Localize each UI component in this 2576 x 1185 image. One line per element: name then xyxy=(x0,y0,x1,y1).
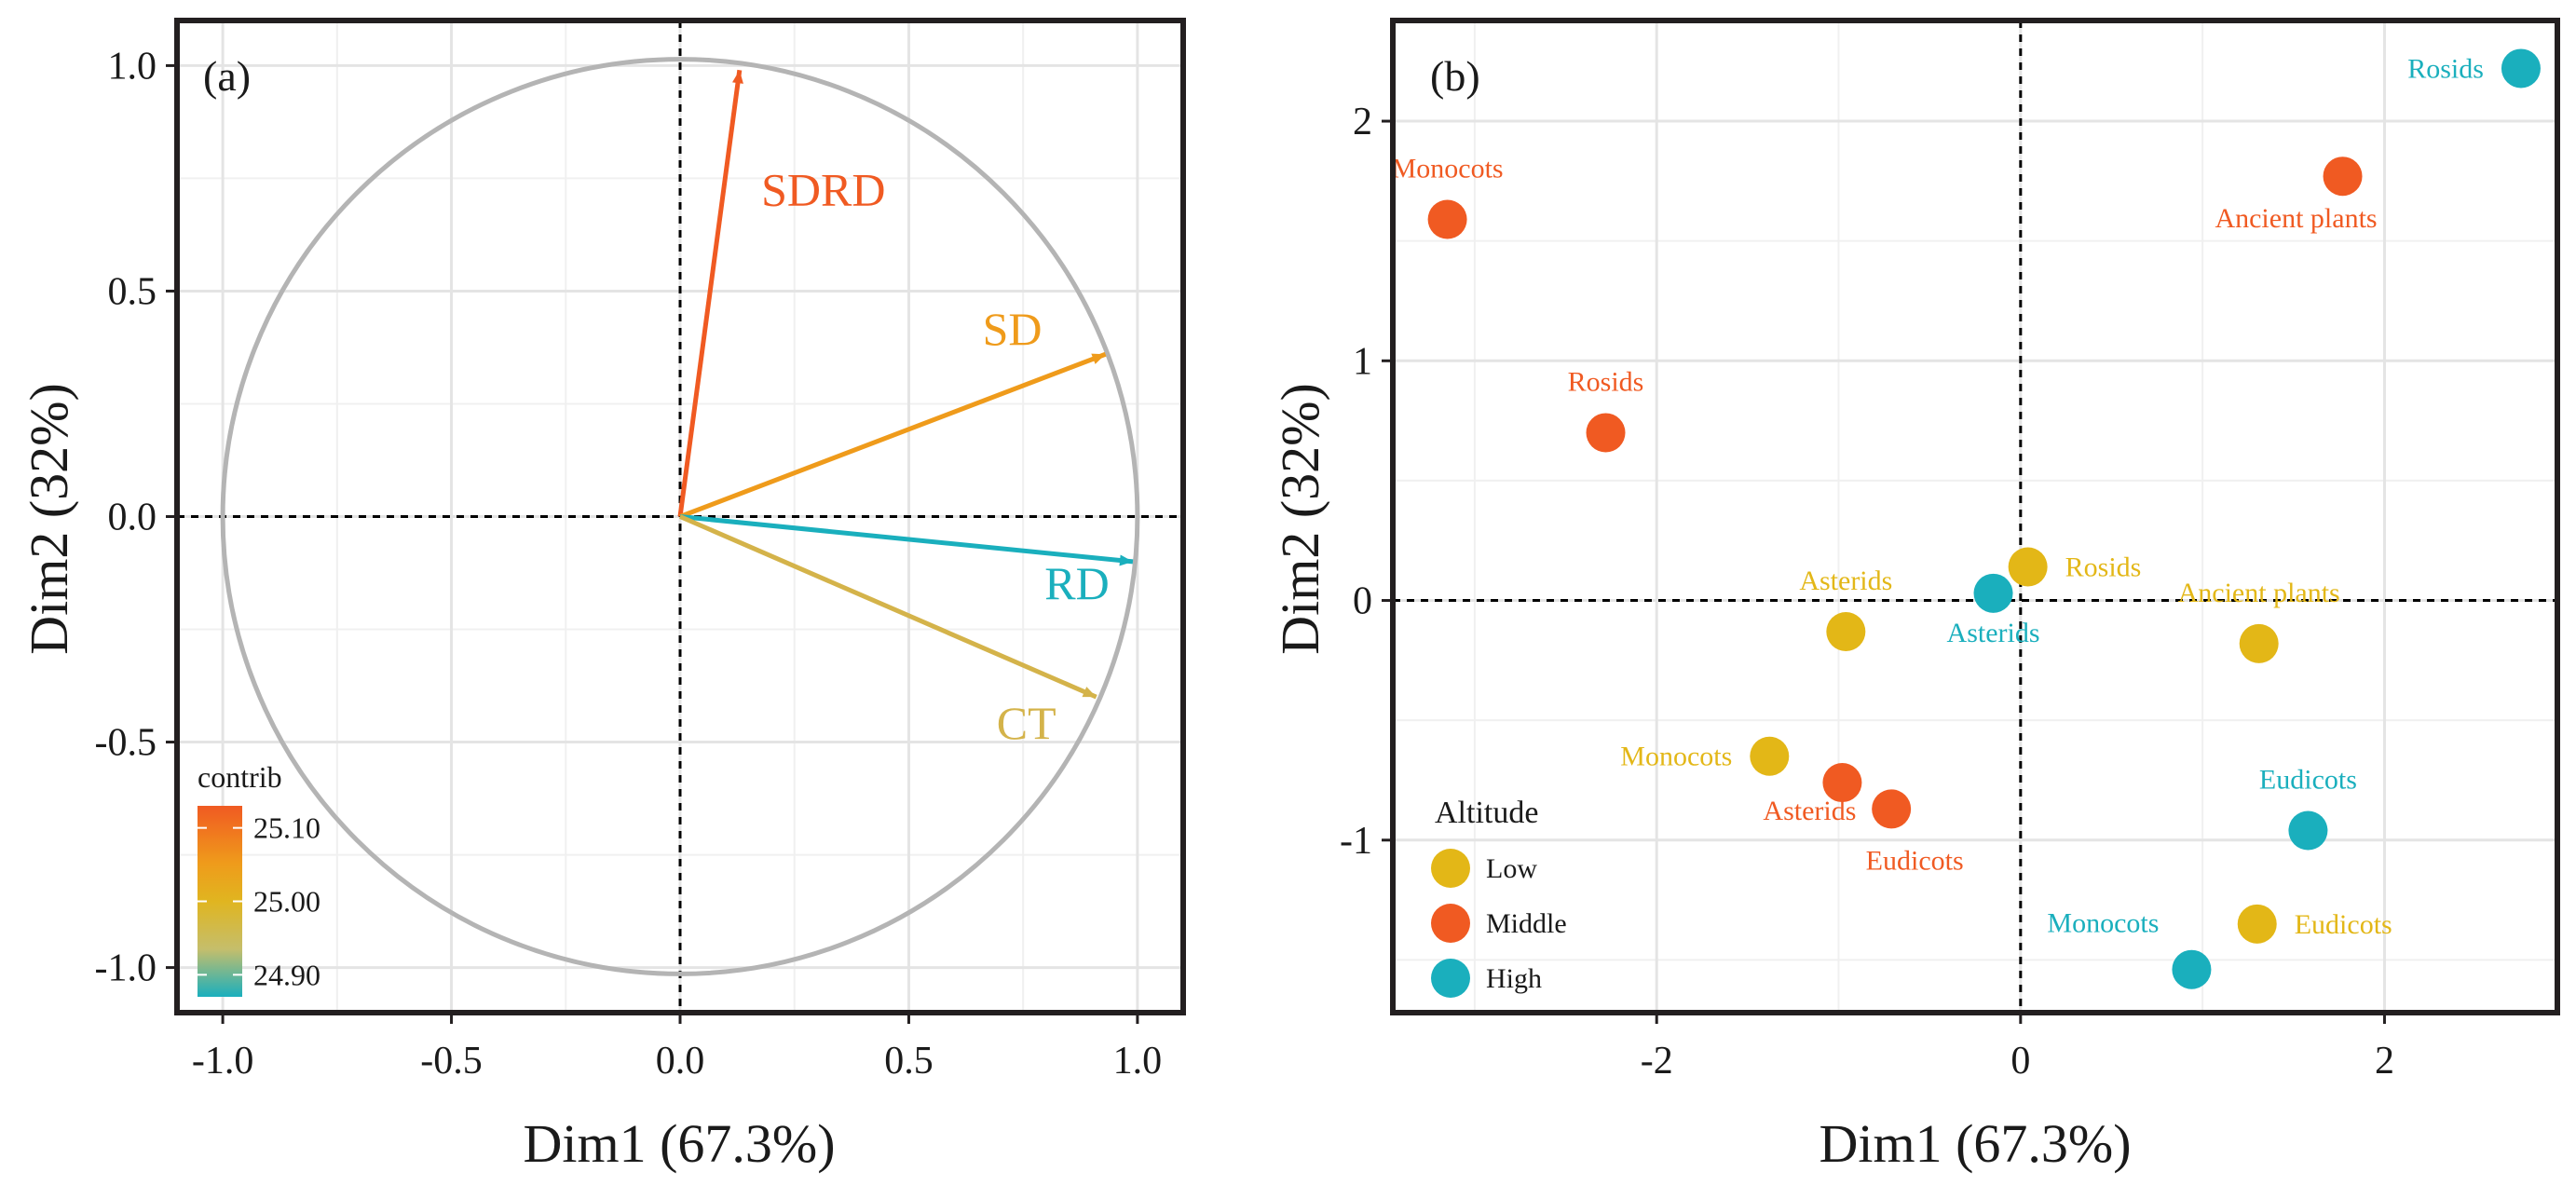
x-tick-label: -2 xyxy=(1641,1040,1673,1083)
vector-label-ct: CT xyxy=(997,697,1056,749)
vector-arrowhead-ct xyxy=(1082,687,1097,698)
panel-a-tag: (a) xyxy=(203,52,251,100)
y-tick-label: 1.0 xyxy=(108,45,157,88)
legend-swatch-high xyxy=(1431,959,1470,998)
point-label: Asterids xyxy=(1947,618,2040,648)
panel-b: Monocots Rosids Asterids Eudicots Ancient pl… xyxy=(1270,18,2560,1174)
y-tick-label: 1 xyxy=(1353,340,1372,383)
sample-points: Monocots Rosids Asterids Eudicots Ancient pl… xyxy=(1392,48,2541,989)
point-label: Ancient plants xyxy=(2215,203,2377,234)
point-label: Rosids xyxy=(2065,552,2142,583)
y-tick-label: -1.0 xyxy=(95,947,157,990)
panel-b-reference-lines xyxy=(1393,20,2557,1013)
x-tick-label: 0 xyxy=(2010,1040,2030,1083)
point-low-monocots xyxy=(1750,736,1790,776)
altitude-legend: Altitude Low Middle High xyxy=(1431,796,1567,998)
y-tick-label: 0.0 xyxy=(108,497,157,539)
point-low-rosids xyxy=(2008,547,2048,587)
panel-a-ylabel: Dim2 (32%) xyxy=(19,383,79,655)
point-label: Eudicots xyxy=(2259,764,2357,795)
point-low-ancient-plants xyxy=(2239,623,2279,663)
legend-label-low: Low xyxy=(1486,853,1537,884)
point-low-asterids xyxy=(1826,611,1866,651)
x-tick-label: -0.5 xyxy=(420,1040,483,1083)
y-tick-label: 0 xyxy=(1353,580,1372,623)
point-high-rosids xyxy=(2501,48,2541,89)
vector-label-sdrd: SDRD xyxy=(761,163,885,215)
vector-arrowhead-rd xyxy=(1119,554,1133,566)
point-label: Eudicots xyxy=(1866,845,1964,876)
panel-b-xlabel: Dim1 (67.3%) xyxy=(1819,1113,2131,1174)
point-middle-eudicots xyxy=(1872,789,1912,829)
point-label: Monocots xyxy=(2047,908,2159,939)
point-middle-monocots xyxy=(1427,199,1467,239)
colorbar-title: contrib xyxy=(198,760,282,794)
legend-items: Low Middle High xyxy=(1431,849,1567,998)
point-label: Eudicots xyxy=(2295,909,2392,940)
point-label: Ancient plants xyxy=(2178,578,2340,608)
colorbar-ticks: 25.10 25.00 24.90 xyxy=(198,811,320,991)
vector-sd xyxy=(679,351,1107,519)
point-high-asterids xyxy=(1973,573,2013,613)
y-tick-label: -1 xyxy=(1340,820,1372,863)
vector-ct xyxy=(679,514,1097,700)
panel-b-background xyxy=(1393,20,2557,1013)
y-tick-label: -0.5 xyxy=(95,722,157,765)
legend-label-high: High xyxy=(1486,963,1542,994)
point-low-eudicots xyxy=(2237,904,2277,944)
x-tick-label: 2 xyxy=(2375,1040,2394,1083)
x-tick-label: 0.5 xyxy=(884,1040,934,1083)
point-high-monocots xyxy=(2172,949,2212,989)
point-label: Asterids xyxy=(1799,565,1892,596)
vector-arrowhead-sdrd xyxy=(732,70,743,84)
point-middle-asterids xyxy=(1822,763,1862,803)
colorbar-tick-label: 24.90 xyxy=(253,958,320,991)
vector-sdrd xyxy=(677,69,743,517)
correlation-circle xyxy=(220,57,1140,976)
panel-b-tag: (b) xyxy=(1430,52,1480,100)
legend-swatch-low xyxy=(1431,849,1470,888)
point-label: Rosids xyxy=(1568,366,1644,397)
x-tick-label: -1.0 xyxy=(192,1040,254,1083)
legend-title: Altitude xyxy=(1435,796,1538,830)
legend-label-middle: Middle xyxy=(1486,908,1567,939)
y-tick-label: 0.5 xyxy=(108,270,157,313)
point-label: Asterids xyxy=(1763,796,1856,826)
x-tick-label: 0.0 xyxy=(656,1040,705,1083)
panel-b-ylabel: Dim2 (32%) xyxy=(1270,383,1330,655)
colorbar-tick-label: 25.10 xyxy=(253,811,320,845)
colorbar-tick-label: 25.00 xyxy=(253,885,320,919)
vector-label-sd: SD xyxy=(983,303,1043,355)
legend-swatch-middle xyxy=(1431,904,1470,943)
panel-b-ticks: -2 0 2 -1 0 1 2 xyxy=(1340,101,2394,1083)
x-tick-label: 1.0 xyxy=(1113,1040,1163,1083)
point-label: Rosids xyxy=(2407,53,2484,84)
panel-b-frame xyxy=(1390,18,2560,1015)
y-tick-label: 2 xyxy=(1353,101,1372,143)
vector-rd xyxy=(679,514,1134,565)
contrib-colorbar: contrib 25.10 25.00 24.90 xyxy=(198,760,320,997)
vector-label-rd: RD xyxy=(1044,557,1109,609)
point-middle-ancient-plants xyxy=(2323,157,2363,197)
point-middle-rosids xyxy=(1586,413,1626,453)
point-high-eudicots xyxy=(2288,810,2328,851)
vector-arrowhead-sd xyxy=(1091,353,1106,364)
point-label: Monocots xyxy=(1620,742,1732,772)
point-label: Monocots xyxy=(1392,154,1504,184)
panel-a-xlabel: Dim1 (67.3%) xyxy=(523,1113,835,1174)
panel-a-ticks: -1.0 -0.5 0.0 0.5 1.0 -1.0 -0.5 0.0 0.5 1.0 xyxy=(95,45,1163,1083)
